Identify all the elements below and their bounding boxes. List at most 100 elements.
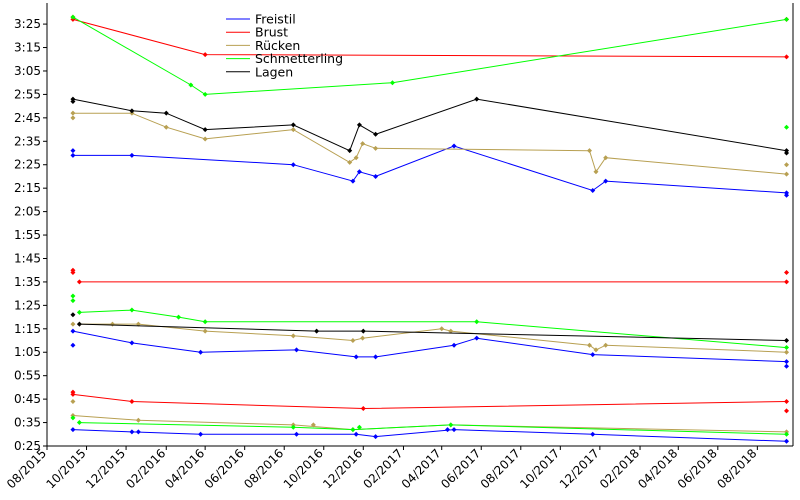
series-line bbox=[79, 323, 787, 341]
legend-label: Freistil bbox=[255, 12, 296, 27]
data-point bbox=[70, 321, 76, 327]
x-tick-label: 06/2016 bbox=[202, 446, 247, 491]
data-point bbox=[202, 136, 208, 142]
data-point bbox=[360, 335, 366, 341]
y-tick-label: 0:55 bbox=[14, 369, 41, 383]
data-point bbox=[603, 155, 609, 161]
data-point bbox=[448, 328, 454, 334]
legend-label: Schmetterling bbox=[255, 51, 343, 66]
x-tick-label: 02/2018 bbox=[597, 446, 642, 491]
data-point bbox=[360, 141, 366, 147]
data-point bbox=[373, 131, 379, 137]
data-point bbox=[356, 122, 362, 128]
x-tick-label: 06/2018 bbox=[675, 446, 720, 491]
data-point bbox=[70, 293, 76, 299]
x-tick-label: 10/2015 bbox=[44, 446, 89, 491]
data-point bbox=[294, 347, 300, 353]
y-tick-label: 0:45 bbox=[14, 392, 41, 406]
data-point bbox=[76, 279, 82, 285]
x-tick-label: 08/2016 bbox=[241, 446, 286, 491]
y-tick-label: 3:25 bbox=[14, 17, 41, 31]
series-line bbox=[72, 415, 787, 433]
data-point bbox=[784, 338, 790, 344]
data-point bbox=[347, 148, 353, 154]
data-point bbox=[202, 127, 208, 133]
x-tick-label: 02/2016 bbox=[123, 446, 168, 491]
y-tick-label: 1:05 bbox=[14, 345, 41, 359]
data-point bbox=[389, 80, 395, 86]
data-point bbox=[202, 52, 208, 58]
data-point bbox=[70, 398, 76, 404]
data-point bbox=[202, 91, 208, 97]
series-line bbox=[72, 112, 787, 175]
data-point bbox=[70, 98, 76, 104]
data-point bbox=[451, 427, 457, 433]
data-point bbox=[163, 124, 169, 130]
y-tick-label: 1:35 bbox=[14, 275, 41, 289]
data-point bbox=[360, 328, 366, 334]
data-point bbox=[353, 354, 359, 360]
data-point bbox=[290, 162, 296, 168]
data-point bbox=[784, 192, 790, 198]
data-point bbox=[76, 309, 82, 315]
data-point bbox=[70, 342, 76, 348]
y-tick-label: 2:25 bbox=[14, 158, 41, 172]
data-point bbox=[163, 110, 169, 116]
data-point bbox=[439, 326, 445, 332]
series-line bbox=[72, 18, 787, 58]
x-tick-label: 12/2015 bbox=[83, 446, 128, 491]
x-tick-label: 02/2017 bbox=[360, 446, 405, 491]
series-line bbox=[72, 98, 787, 152]
data-point bbox=[70, 415, 76, 421]
data-point bbox=[784, 398, 790, 404]
data-point bbox=[176, 314, 182, 320]
data-point bbox=[586, 148, 592, 154]
data-point bbox=[474, 96, 480, 102]
y-tick-label: 3:15 bbox=[14, 41, 41, 55]
data-point bbox=[356, 169, 362, 175]
y-tick-label: 0:25 bbox=[14, 439, 41, 453]
series-line bbox=[72, 393, 787, 410]
data-point bbox=[129, 429, 135, 435]
data-point bbox=[784, 349, 790, 355]
series-line bbox=[72, 145, 787, 194]
data-point bbox=[70, 328, 76, 334]
x-tick-label: 08/2017 bbox=[478, 446, 523, 491]
data-point bbox=[784, 408, 790, 414]
data-point bbox=[474, 319, 480, 325]
data-point bbox=[290, 424, 296, 430]
data-point bbox=[198, 349, 204, 355]
data-point bbox=[451, 143, 457, 149]
data-point bbox=[350, 427, 356, 433]
data-point bbox=[474, 335, 480, 341]
data-point bbox=[70, 110, 76, 116]
data-point bbox=[70, 312, 76, 318]
data-point bbox=[314, 328, 320, 334]
data-point bbox=[784, 54, 790, 60]
data-point bbox=[784, 171, 790, 177]
data-point bbox=[784, 16, 790, 22]
data-point bbox=[294, 431, 300, 437]
data-point bbox=[70, 152, 76, 158]
legend-label: Lagen bbox=[255, 64, 293, 79]
data-point bbox=[593, 347, 599, 353]
data-point bbox=[135, 417, 141, 423]
data-point bbox=[129, 307, 135, 313]
data-point bbox=[373, 354, 379, 360]
data-point bbox=[70, 298, 76, 304]
data-point bbox=[70, 148, 76, 154]
data-point bbox=[590, 352, 596, 358]
data-point bbox=[784, 279, 790, 285]
data-point bbox=[135, 429, 141, 435]
x-tick-label: 04/2017 bbox=[399, 446, 444, 491]
data-point bbox=[373, 145, 379, 151]
data-point bbox=[76, 321, 82, 327]
x-tick-label: 12/2016 bbox=[320, 446, 365, 491]
y-tick-label: 1:15 bbox=[14, 322, 41, 336]
data-point bbox=[373, 173, 379, 179]
data-point bbox=[202, 319, 208, 325]
data-point bbox=[784, 270, 790, 276]
y-tick-label: 3:05 bbox=[14, 64, 41, 78]
